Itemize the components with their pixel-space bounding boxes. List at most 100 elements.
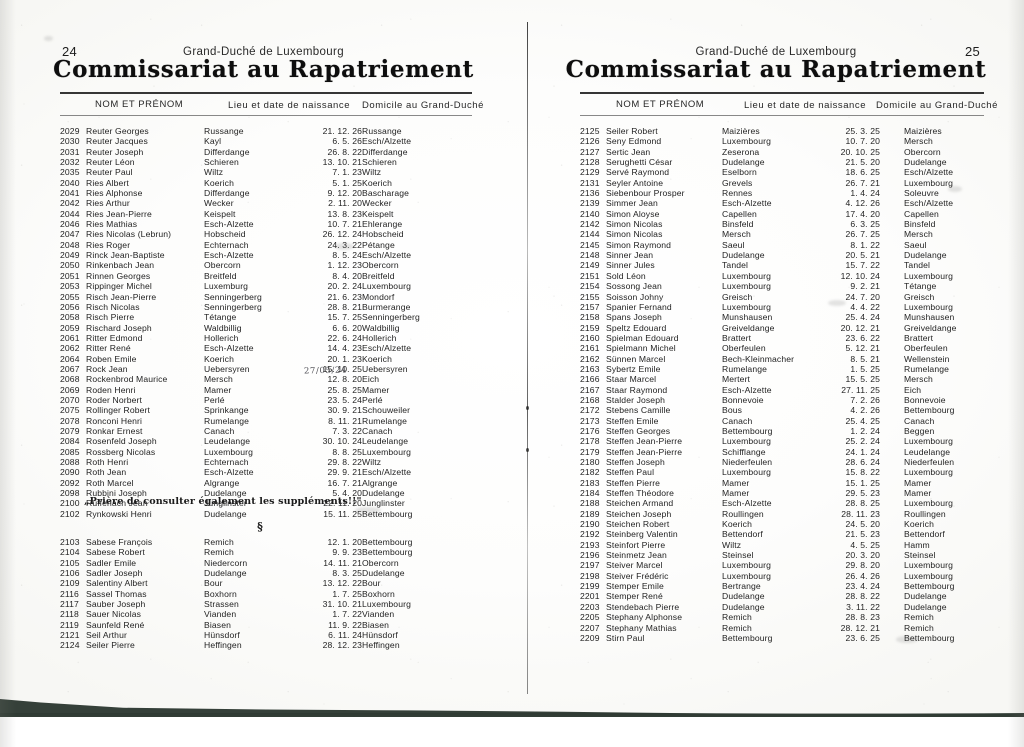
entry-birthdate: 25. 8. 25: [327, 384, 362, 395]
entry-domicile: Breitfeld: [362, 270, 395, 281]
registry-row: 2183 Steffen Pierre Mamer 15. 1. 25 Mamer: [580, 478, 1014, 488]
entry-name: Steffen Paul: [606, 467, 655, 478]
entry-domicile: Wellenstein: [904, 353, 950, 364]
registry-row: 2088 Roth Henri Echternach 29. 8. 22 Wiltz: [60, 457, 472, 467]
entry-name: Stephany Alphonse: [606, 612, 683, 623]
entry-birthplace: Grevels: [722, 177, 753, 188]
entry-number: 2124: [60, 640, 80, 651]
entry-domicile: Pétange: [362, 239, 395, 250]
gutter-mark: [526, 448, 529, 452]
entry-domicile: Koerich: [904, 519, 934, 530]
entry-name: Ritter Edmond: [86, 332, 143, 343]
entry-birthplace: Luxembourg: [722, 301, 771, 312]
entry-domicile: Luxembourg: [904, 467, 953, 478]
entry-birthplace: Strassen: [204, 599, 239, 610]
entry-birthdate: 10. 7. 21: [327, 219, 362, 230]
entry-domicile: Luxembourg: [904, 177, 953, 188]
entry-number: 2144: [580, 229, 600, 240]
entry-birthdate: 28. 8. 23: [845, 612, 880, 623]
entry-birthplace: Junglinster: [204, 498, 247, 509]
entry-domicile: Dudelange: [904, 250, 947, 261]
entry-number: 2167: [580, 384, 600, 395]
registry-row: 2155 Soisson Johny Greisch 24. 7. 20 Greisch: [580, 292, 1014, 302]
entry-number: 2166: [580, 374, 600, 385]
entry-name: Rollinger Robert: [86, 405, 151, 416]
entry-name: Sünnen Marcel: [606, 353, 666, 364]
entry-domicile: Saeul: [904, 239, 927, 250]
entry-birthdate: 13. 8. 23: [327, 208, 362, 219]
entry-number: 2125: [580, 126, 600, 136]
entry-birthdate: 4. 12. 26: [845, 198, 880, 209]
entry-number: 2179: [580, 446, 600, 457]
entry-domicile: Luxembourg: [362, 446, 411, 457]
registry-row: 2188 Steichen Armand Esch-Alzette 28. 8. 25…: [580, 498, 1014, 508]
entry-domicile: Russange: [362, 126, 402, 136]
entry-birthdate: 28. 12. 21: [840, 622, 880, 633]
entry-name: Seny Edmond: [606, 136, 662, 147]
entry-number: 2189: [580, 508, 600, 519]
registry-table-left-bottom: 2103 Sabese François Remich 12. 1. 20 Bettem…: [60, 537, 472, 651]
entry-birthplace: Differdange: [204, 188, 250, 199]
entry-name: Simon Raymond: [606, 239, 672, 250]
entry-birthplace: Mamer: [722, 477, 750, 488]
entry-domicile: Bettembourg: [904, 581, 955, 592]
entry-domicile: Oberfeulen: [904, 343, 948, 354]
entry-number: 2047: [60, 229, 80, 240]
entry-number: 2100: [60, 498, 80, 509]
entry-birthdate: 20. 12. 21: [840, 322, 880, 333]
entry-birthdate: 7. 3. 22: [332, 425, 362, 436]
entry-domicile: Hamm: [904, 539, 930, 550]
entry-number: 2149: [580, 260, 600, 271]
entry-birthdate: 8. 1. 22: [850, 239, 880, 250]
entry-name: Simmer Jean: [606, 198, 658, 209]
entry-number: 2084: [60, 436, 80, 447]
entry-birthplace: Mersch: [722, 229, 751, 240]
entry-birthdate: 24. 1. 24: [845, 446, 880, 457]
registry-row: 2047 Ries Nicolas (Lebrun) Hobscheid 26. 12…: [60, 229, 472, 239]
registry-row: 2050 Rinkenbach Jean Obercorn 1. 12. 23 Ober…: [60, 260, 472, 270]
entry-number: 2109: [60, 578, 80, 589]
entry-name: Spanier Fernand: [606, 301, 672, 312]
entry-domicile: Bettembourg: [362, 547, 413, 558]
registry-row: 2067 Rock Jean Uebersyren 15. 10. 25 Uebersy…: [60, 364, 472, 374]
entry-domicile: Dudelange: [362, 488, 405, 499]
entry-birthdate: 30. 9. 21: [327, 405, 362, 416]
entry-name: Ries Nicolas (Lebrun): [86, 229, 172, 240]
entry-birthdate: 13. 12. 22: [322, 578, 362, 589]
entry-birthplace: Luxembourg: [204, 446, 253, 457]
entry-domicile: Burmerange: [362, 301, 411, 312]
registry-row: 2031 Reuter Joseph Differdange 26. 8. 22 Dif…: [60, 147, 472, 157]
entry-domicile: Esch/Alzette: [904, 198, 954, 209]
entry-birthdate: 24. 7. 20: [845, 291, 880, 302]
entry-birthdate: 27. 11. 25: [841, 384, 880, 395]
registry-table-right: 2125 Seiler Robert Maizières 25. 3. 25 Maizi…: [580, 126, 1014, 643]
entry-birthplace: Remich: [204, 547, 234, 558]
entry-domicile: Dudelange: [904, 157, 947, 168]
entry-name: Sauber Joseph: [86, 599, 146, 610]
entry-birthdate: 29. 8. 20: [845, 560, 880, 571]
entry-number: 2209: [580, 632, 600, 643]
entry-birthdate: 4. 4. 22: [850, 301, 880, 312]
entry-name: Stalder Joseph: [606, 394, 666, 405]
registry-row: 2190 Steichen Robert Koerich 24. 5. 20 Koeri…: [580, 519, 1014, 529]
entry-birthdate: 28. 12. 23: [322, 640, 362, 651]
entry-name: Servé Raymond: [606, 167, 670, 178]
entry-birthplace: Hobscheid: [204, 229, 246, 240]
entry-birthdate: 6. 6. 20: [332, 322, 362, 333]
registry-row: 2167 Staar Raymond Esch-Alzette 27. 11. 25 E…: [580, 385, 1014, 395]
entry-number: 2203: [580, 601, 600, 612]
registry-row: 2166 Staar Marcel Mertert 15. 5. 25 Mersch: [580, 374, 1014, 384]
entry-number: 2067: [60, 363, 80, 374]
entry-number: 2046: [60, 219, 80, 230]
entry-birthdate: 26. 4. 26: [845, 570, 880, 581]
entry-birthplace: Luxembourg: [722, 560, 771, 571]
registry-row: 2140 Simon Aloyse Capellen 17. 4. 20 Capelle…: [580, 209, 1014, 219]
entry-birthplace: Mertert: [722, 374, 751, 385]
page-kicker-left: Grand-Duché de Luxembourg: [183, 46, 344, 58]
registry-row: 2161 Spielmann Michel Oberfeulen 5. 12. 21 O…: [580, 343, 1014, 353]
entry-birthplace: Greisch: [722, 291, 753, 302]
entry-domicile: Canach: [904, 415, 935, 426]
entry-birthplace: Brattert: [722, 332, 752, 343]
masthead-title-right: Commissariat au Rapatriement: [565, 56, 987, 83]
column-header-name-right: NOM ET PRÉNOM: [616, 99, 705, 110]
